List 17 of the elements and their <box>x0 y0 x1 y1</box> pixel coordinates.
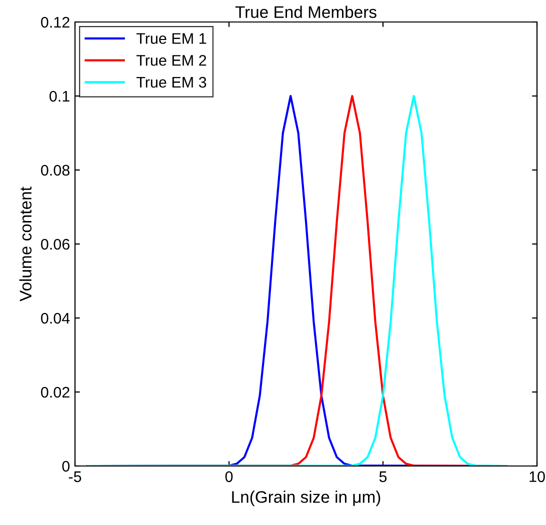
y-tick-label: 0 <box>62 460 70 472</box>
y-tick-label: 0.04 <box>41 312 70 324</box>
x-axis-title: Ln(Grain size in μm) <box>232 490 380 506</box>
y-tick-label: 0.1 <box>50 90 70 102</box>
legend-label: True EM 1 <box>136 33 206 44</box>
y-tick-label: 0.02 <box>41 386 70 398</box>
y-tick-label: 0.06 <box>41 238 70 250</box>
legend-label: True EM 2 <box>136 54 206 66</box>
x-tick-label: 5 <box>379 471 387 482</box>
chart-title: True End Members <box>235 6 376 18</box>
y-tick-label: 0.12 <box>41 16 70 28</box>
x-tick-label: 10 <box>530 471 545 482</box>
y-tick-label: 0.08 <box>41 164 70 176</box>
x-tick-label: 0 <box>225 471 233 482</box>
y-axis-title: Volume content <box>19 186 32 302</box>
legend-label: True EM 3 <box>136 76 206 88</box>
x-tick-label: -5 <box>68 471 82 482</box>
